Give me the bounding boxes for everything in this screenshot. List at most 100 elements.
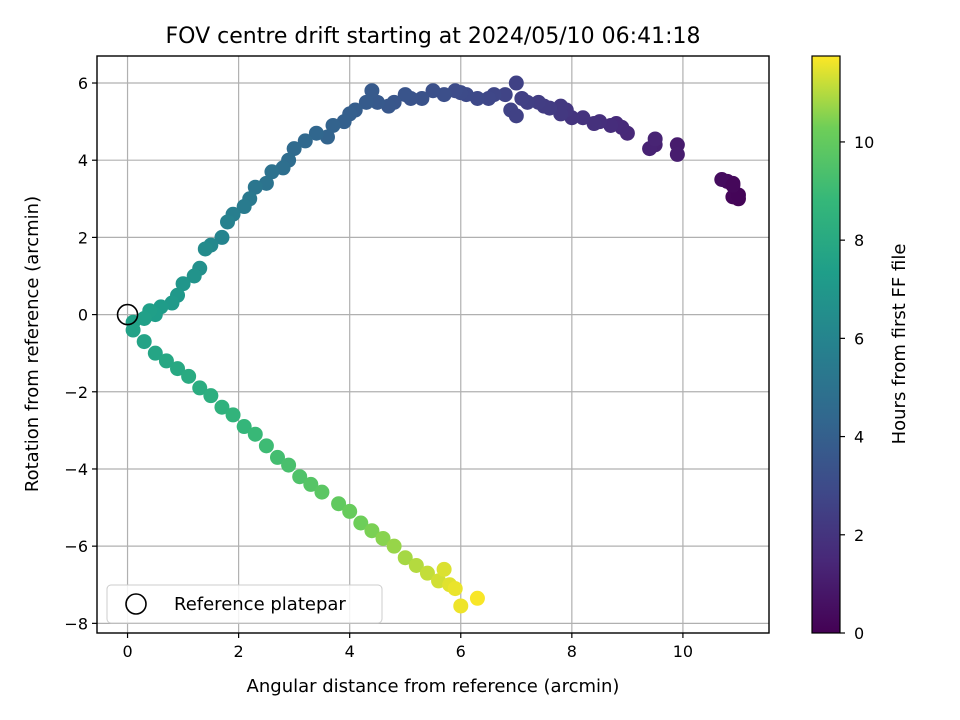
scatter-point bbox=[364, 523, 380, 539]
legend-label-reference: Reference platepar bbox=[174, 594, 346, 615]
scatter-point bbox=[247, 179, 263, 195]
scatter-point bbox=[197, 241, 213, 257]
y-tick-label: −6 bbox=[64, 537, 88, 556]
y-tick-label: −4 bbox=[64, 460, 88, 479]
y-ticks: −8 −6 −4 −2 0 2 4 6 bbox=[64, 74, 97, 633]
scatter-point bbox=[358, 94, 374, 110]
colorbar-tick-label: 10 bbox=[854, 133, 874, 152]
x-tick-label: 4 bbox=[345, 642, 355, 661]
y-tick-label: −2 bbox=[64, 383, 88, 402]
scatter-point bbox=[714, 172, 730, 188]
scatter-point bbox=[225, 407, 241, 423]
scatter-point bbox=[203, 388, 219, 404]
scatter-point bbox=[158, 353, 174, 369]
y-tick-label: 6 bbox=[78, 74, 88, 93]
scatter-point bbox=[281, 457, 297, 473]
x-tick-label: 8 bbox=[567, 642, 577, 661]
scatter-point bbox=[147, 345, 163, 361]
scatter-point bbox=[303, 476, 319, 492]
scatter-point bbox=[181, 368, 197, 384]
x-ticks: 0 2 4 6 8 10 bbox=[122, 633, 693, 661]
scatter-point bbox=[575, 110, 591, 126]
scatter-point bbox=[419, 565, 435, 581]
scatter-point bbox=[269, 449, 285, 465]
scatter-point bbox=[364, 83, 380, 99]
scatter-point bbox=[236, 199, 252, 215]
scatter-point bbox=[247, 426, 263, 442]
legend-marker-icon bbox=[125, 593, 147, 615]
scatter-point bbox=[669, 146, 685, 162]
y-axis-label: Rotation from reference (arcmin) bbox=[22, 196, 43, 492]
scatter-point bbox=[342, 503, 358, 519]
scatter-point bbox=[531, 94, 547, 110]
scatter-point bbox=[325, 117, 341, 133]
scatter-point bbox=[170, 361, 186, 377]
scatter-point bbox=[447, 581, 463, 597]
scatter-point bbox=[314, 484, 330, 500]
scatter-point bbox=[725, 177, 741, 193]
y-tick-label: 4 bbox=[78, 151, 88, 170]
scatter-point bbox=[264, 164, 280, 180]
scatter-point bbox=[469, 590, 485, 606]
x-tick-label: 6 bbox=[456, 642, 466, 661]
scatter-point bbox=[514, 90, 530, 106]
scatter-point bbox=[586, 116, 602, 132]
scatter-point bbox=[369, 94, 385, 110]
x-tick-label: 2 bbox=[234, 642, 244, 661]
colorbar-ticks: 0 2 4 6 8 10 bbox=[840, 133, 874, 643]
colorbar-gradient bbox=[811, 55, 841, 634]
scatter-point bbox=[286, 141, 302, 157]
scatter-point bbox=[436, 561, 452, 577]
colorbar-tick-label: 6 bbox=[854, 329, 864, 348]
scatter-point bbox=[220, 214, 236, 230]
scatter-point bbox=[453, 598, 469, 614]
scatter-point bbox=[497, 87, 513, 103]
plot-frame bbox=[96, 55, 770, 634]
legend-box bbox=[106, 584, 383, 624]
scatter-point bbox=[136, 334, 152, 350]
colorbar-tick-label: 2 bbox=[854, 526, 864, 545]
scatter-point bbox=[408, 557, 424, 573]
scatter-points bbox=[125, 75, 746, 614]
scatter-point bbox=[258, 438, 274, 454]
scatter-point bbox=[397, 550, 413, 566]
colorbar-label: Hours from first FF file bbox=[889, 244, 910, 445]
scatter-point bbox=[397, 87, 413, 103]
scatter-point bbox=[375, 530, 391, 546]
scatter-point bbox=[192, 380, 208, 396]
scatter-point bbox=[425, 83, 441, 99]
y-tick-label: −8 bbox=[64, 614, 88, 633]
scatter-point bbox=[647, 131, 663, 147]
scatter-point bbox=[308, 125, 324, 141]
colorbar-tick-label: 0 bbox=[854, 624, 864, 643]
colorbar-tick-label: 4 bbox=[854, 428, 864, 447]
scatter-point bbox=[236, 419, 252, 435]
scatter-point bbox=[508, 75, 524, 91]
scatter-point bbox=[125, 322, 141, 338]
colorbar-tick-label: 8 bbox=[854, 231, 864, 250]
y-tick-label: 0 bbox=[78, 306, 88, 325]
scatter-point bbox=[386, 538, 402, 554]
scatter-point bbox=[481, 90, 497, 106]
scatter-point bbox=[175, 276, 191, 292]
scatter-point bbox=[414, 90, 430, 106]
x-tick-label: 10 bbox=[673, 642, 693, 661]
scatter-point bbox=[331, 496, 347, 512]
scatter-point bbox=[292, 469, 308, 485]
chart-title: FOV centre drift starting at 2024/05/10 … bbox=[166, 24, 701, 49]
x-axis-label: Angular distance from reference (arcmin) bbox=[247, 676, 620, 697]
scatter-point bbox=[214, 399, 230, 415]
colorbar: 0 2 4 6 8 10 Hours from first FF file bbox=[811, 55, 910, 643]
scatter-point bbox=[186, 268, 202, 284]
scatter-point bbox=[297, 133, 313, 149]
grid bbox=[97, 56, 769, 633]
scatter-point bbox=[553, 106, 569, 122]
y-tick-label: 2 bbox=[78, 228, 88, 247]
scatter-point bbox=[353, 515, 369, 531]
legend: Reference platepar bbox=[106, 584, 383, 624]
scatter-point bbox=[214, 229, 230, 245]
reference-marker bbox=[116, 303, 139, 326]
x-tick-label: 0 bbox=[122, 642, 132, 661]
scatter-point bbox=[508, 108, 524, 124]
